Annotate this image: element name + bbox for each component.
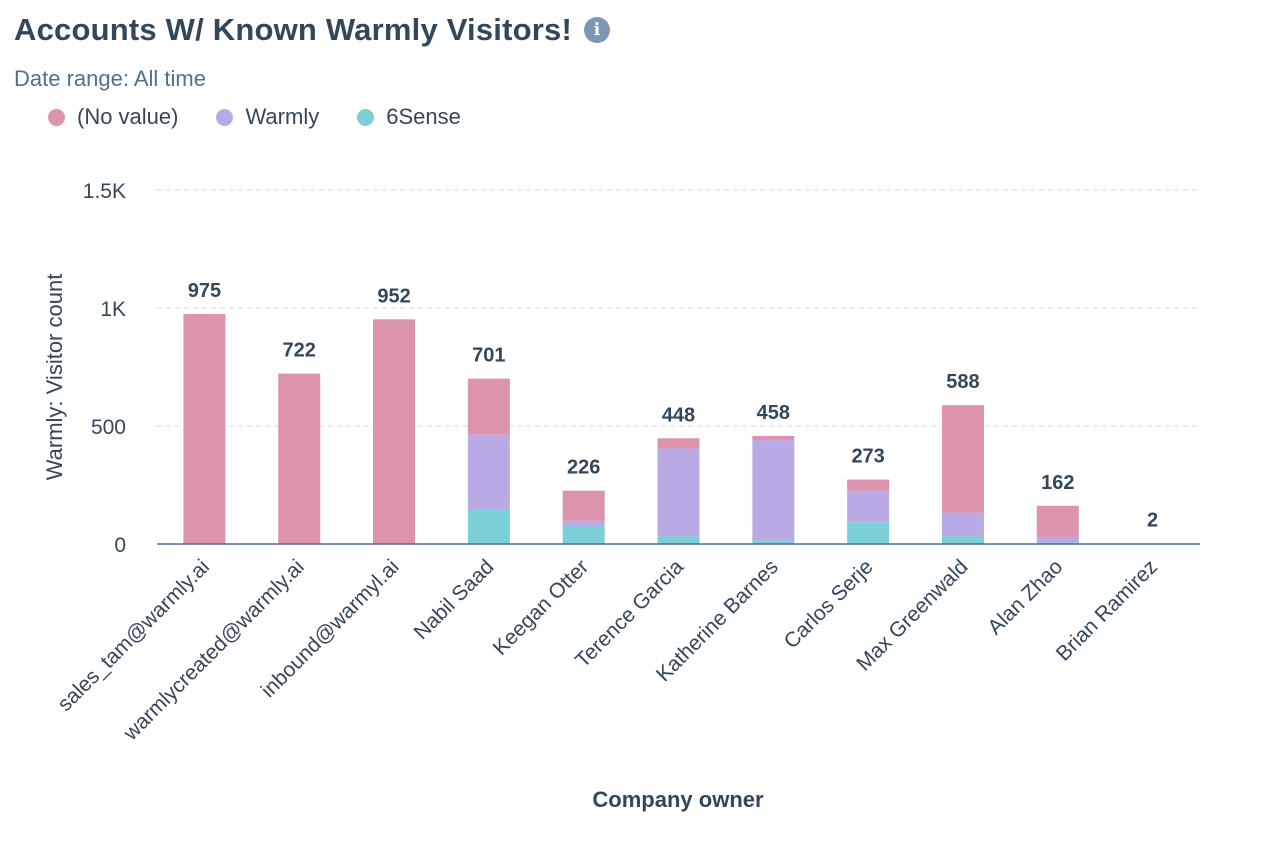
bar-segment-warmly-5[interactable] [657,448,700,537]
date-range-label: Date range: All time [14,66,206,91]
x-tick-label-4: Keegan Otter [489,555,594,660]
bar-total-label-10: 2 [1147,510,1158,532]
legend-swatch-warmly [216,108,234,126]
bar-total-label-9: 162 [1041,472,1074,494]
bar-segment-no_value-1[interactable] [278,373,321,544]
bar-segment-no_value-5[interactable] [657,438,700,449]
bar-segment-no_value-8[interactable] [941,405,984,513]
chart-title: Accounts W/ Known Warmly Visitors! [14,12,572,47]
bar-total-label-1: 722 [283,340,316,362]
bar-segment-no_value-7[interactable] [847,479,890,491]
y-tick-label-1: 500 [91,416,126,439]
bar-segment-warmly-9[interactable] [1036,536,1079,543]
bar-segment-sense6-8[interactable] [941,536,984,544]
bar-total-label-7: 273 [851,446,884,468]
bar-segment-warmly-6[interactable] [752,440,795,541]
x-tick-label-3: Nabil Saad [409,555,498,644]
bar-total-label-6: 458 [757,402,790,424]
legend-label-6sense: 6Sense [386,104,461,129]
bar-segment-sense6-3[interactable] [467,509,510,544]
bar-total-label-8: 588 [946,371,979,393]
y-tick-label-3: 1.5K [83,180,126,203]
x-tick-label-10: Brian Ramirez [1052,555,1162,665]
bar-segment-warmly-7[interactable] [847,490,890,523]
chart-legend: (No value) Warmly 6Sense [48,104,499,130]
bar-segment-no_value-9[interactable] [1036,505,1079,537]
bar-total-label-0: 975 [188,280,221,302]
bar-segment-warmly-3[interactable] [467,434,510,510]
legend-swatch-no-value [48,108,65,126]
y-tick-label-0: 0 [114,534,126,557]
x-tick-label-0: sales_tam@warmly.ai [53,555,214,716]
bar-segment-no_value-6[interactable] [752,435,795,441]
x-tick-label-1: warmlycreated@warmly.ai [119,555,309,745]
legend-item-no-value[interactable]: (No value) [48,104,178,130]
bar-segment-warmly-8[interactable] [941,512,984,537]
bar-segment-no_value-0[interactable] [183,313,226,544]
bar-segment-sense6-7[interactable] [847,522,890,544]
legend-item-warmly[interactable]: Warmly [216,104,319,130]
x-tick-label-7: Carlos Serje [780,555,878,653]
bar-segment-sense6-4[interactable] [562,526,605,544]
bar-segment-warmly-4[interactable] [562,520,605,527]
legend-label-warmly: Warmly [245,104,320,129]
bar-total-label-2: 952 [377,285,410,307]
y-tick-label-2: 1K [100,298,126,321]
bar-total-label-5: 448 [662,404,695,426]
chart-header: Accounts W/ Known Warmly Visitors! i [14,12,610,48]
bar-segment-no_value-4[interactable] [562,490,605,521]
bar-total-label-4: 226 [567,457,600,479]
bar-total-label-3: 701 [472,345,505,367]
bar-segment-sense6-5[interactable] [657,536,700,544]
legend-item-6sense[interactable]: 6Sense [357,104,461,130]
legend-swatch-6sense [357,108,375,126]
bar-segment-no_value-2[interactable] [373,319,416,544]
x-tick-label-9: Alan Zhao [983,555,1067,639]
y-axis-label: Warmly: Visitor count [42,274,67,481]
bar-segment-no_value-3[interactable] [467,378,510,435]
x-axis-label: Company owner [592,787,764,812]
info-icon[interactable]: i [583,17,610,43]
legend-label-no-value: (No value) [77,104,179,129]
bar-segment-sense6-6[interactable] [752,540,795,544]
